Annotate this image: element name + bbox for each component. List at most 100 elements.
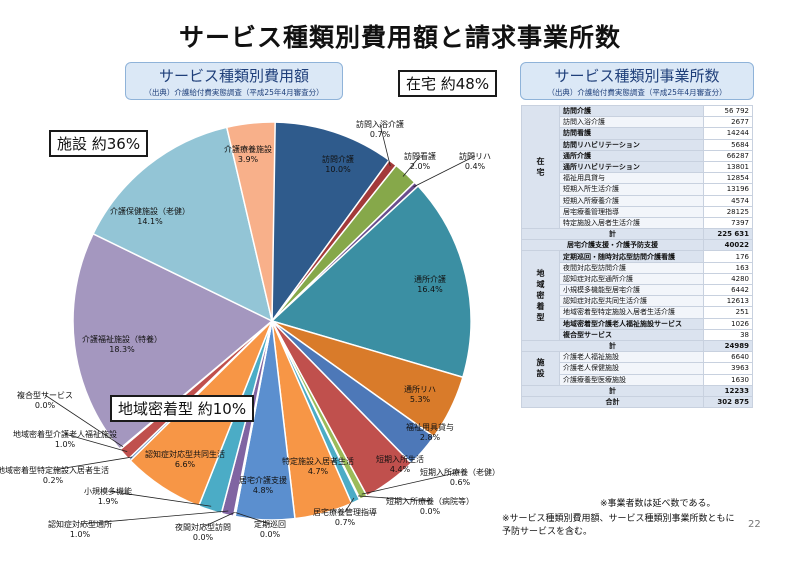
pie-label-7: 短期入所生活 4.4% xyxy=(376,455,424,475)
pie-leader-16 xyxy=(107,490,212,507)
pie-label-name: 介護療養施設 xyxy=(224,145,272,154)
table-value: 4574 xyxy=(703,194,753,207)
pie-label-value: 0.0% xyxy=(419,507,441,516)
pie-label-value: 5.3% xyxy=(409,395,431,404)
table-row: 在宅訪問介護 56 792 xyxy=(521,104,753,230)
table-subtotal-value: 12233 xyxy=(703,384,753,397)
pie-label-value: 6.6% xyxy=(174,460,196,469)
table-service-name: 小規模多機能型居宅介護 xyxy=(559,283,704,297)
pie-label-21: 介護福祉施設（特養） 18.3% xyxy=(82,335,162,355)
table-row: 小規模多機能型居宅介護 6442 xyxy=(522,283,753,297)
pie-label-9: 短期入所療養（病院等） 0.0% xyxy=(386,497,474,517)
table-group-char: 設 xyxy=(536,369,545,379)
pie-label-name: 地域密着型介護老人福祉施設 xyxy=(13,430,117,439)
pie-label-20: 複合型サービス 0.0% xyxy=(17,391,73,411)
table-row: 居宅介護支援・介護予防支援 40022 xyxy=(521,239,753,252)
table-service-name: 介護療養型医療施設 xyxy=(559,373,704,386)
pie-leader-2 xyxy=(402,155,421,177)
table-grand-total-value: 302 875 xyxy=(703,395,753,409)
pie-leader-14 xyxy=(202,512,235,528)
pie-leader-1 xyxy=(379,123,391,167)
page-title: サービス種類別費用額と請求事業所数 xyxy=(178,23,621,52)
pie-label-18: 地域密着型特定施設入居者生活 0.2% xyxy=(0,466,109,486)
pie-label-name: 訪問リハ xyxy=(459,152,491,161)
table-subtotal-value: 24989 xyxy=(703,339,753,353)
note-extended-count: ※事業者数は延べ数である。 xyxy=(600,499,716,509)
pie-leader-18 xyxy=(52,456,133,471)
table-value: 14244 xyxy=(703,127,753,140)
pie-label-value: 0.0% xyxy=(34,401,56,410)
pie-label-value: 2.8% xyxy=(419,433,441,442)
pie-leader-3 xyxy=(413,155,476,188)
table-group-char: 密 xyxy=(536,291,545,301)
callout-home: 在宅 約48% xyxy=(398,70,498,97)
pie-label-2: 訪問看護 2.0% xyxy=(404,152,436,172)
pie-label-12: 居宅介護支援 4.8% xyxy=(239,476,287,496)
table-value: 6442 xyxy=(703,283,753,297)
table-row: 通所介護 66287 xyxy=(522,149,753,162)
pie-label-11: 特定施設入居者生活 4.7% xyxy=(282,457,354,477)
pie-slice-4 xyxy=(270,184,472,379)
table-value: 13801 xyxy=(703,160,753,174)
table-subtotal-row: 計 12233 xyxy=(521,384,753,397)
note-prevention-line1: ※サービス種類別費用額、サービス種類別事業所数ともに xyxy=(502,514,735,524)
pie-label-value: 0.0% xyxy=(192,533,214,542)
table-value: 13196 xyxy=(703,183,753,196)
pie-label-name: 介護福祉施設（特養） xyxy=(82,335,162,344)
table-service-name: 通所介護 xyxy=(559,149,704,162)
table-row: 介護療養型医療施設 1630 xyxy=(522,373,753,386)
table-value: 38 xyxy=(703,328,753,341)
pie-slice-22 xyxy=(92,126,274,323)
right-header-box: サービス種類別事業所数 （出典）介護給付費実態調査（平成25年4月審査分） xyxy=(520,62,754,100)
table-row: 福祉用具貸与 12854 xyxy=(522,172,753,185)
pie-label-name: 夜間対応型訪問 xyxy=(175,523,231,532)
pie-label-1: 訪問入浴介護 0.7% xyxy=(356,120,404,140)
table-value: 176 xyxy=(703,250,753,263)
pie-label-value: 10.0% xyxy=(325,165,351,174)
table-group-char: 着 xyxy=(536,302,545,312)
table-value: 5684 xyxy=(703,138,753,151)
table-service-name: 訪問介護 xyxy=(559,104,704,118)
facility-count-table: 在宅訪問介護 56 792 訪問入浴介護 2677 訪問看護 14244 訪問リハビリテーシ… xyxy=(521,104,753,409)
pie-label-value: 0.7% xyxy=(334,518,356,527)
pie-label-value: 1.0% xyxy=(69,530,91,539)
callout-community: 地域密着型 約10% xyxy=(110,395,255,422)
table-service-name: 夜間対応型訪問介護 xyxy=(559,261,704,274)
table-grand-total-row: 合計 302 875 xyxy=(521,395,753,409)
table-service-name: 介護老人保健施設 xyxy=(559,362,704,375)
pie-label-value: 0.0% xyxy=(259,530,281,539)
note-prevention: ※サービス種類別費用額、サービス種類別事業所数ともに 予防サービスを含む。 xyxy=(502,513,735,539)
pie-leader-8 xyxy=(361,471,461,495)
pie-label-value: 0.2% xyxy=(42,476,64,485)
pie-label-value: 16.4% xyxy=(417,285,443,294)
table-grand-total-label: 合計 xyxy=(521,395,704,409)
table-group-label: 地域密着型 xyxy=(521,250,560,341)
table-service-name: 短期入所生活介護 xyxy=(559,183,704,196)
table-service-name: 福祉用具貸与 xyxy=(559,172,704,185)
table-value: 3963 xyxy=(703,362,753,375)
table-value: 40022 xyxy=(703,239,753,252)
table-service-name: 短期入所療養介護 xyxy=(559,194,704,207)
table-service-name: 複合型サービス xyxy=(559,328,704,341)
pie-label-8: 短期入所療養（老健） 0.6% xyxy=(420,468,500,488)
pie-leader-20 xyxy=(44,394,124,448)
pie-label-16: 小規模多機能 1.9% xyxy=(84,487,132,507)
right-header-title: サービス種類別事業所数 xyxy=(554,67,720,85)
pie-label-name: 訪問入浴介護 xyxy=(356,120,404,129)
pie-label-name: 認知症対応型共同生活 xyxy=(145,450,225,459)
pie-label-value: 0.6% xyxy=(449,478,471,487)
left-header-title: サービス種類別費用額 xyxy=(158,67,309,85)
pie-label-0: 訪問介護 10.0% xyxy=(322,155,354,175)
note-prevention-line2: 予防サービスを含む。 xyxy=(502,527,593,537)
pie-label-value: 2.0% xyxy=(409,162,431,171)
pie-label-name: 通所リハ xyxy=(404,385,436,394)
pie-label-name: 地域密着型特定施設入居者生活 xyxy=(0,466,109,475)
pie-leader-9 xyxy=(358,495,431,502)
page-number: 22 xyxy=(748,519,761,530)
table-subtotal-row: 計 225 631 xyxy=(521,228,753,241)
pie-label-name: 短期入所療養（病院等） xyxy=(386,497,474,506)
pie-label-19: 地域密着型介護老人福祉施設 1.0% xyxy=(13,430,117,450)
table-subtotal-label: 計 xyxy=(521,228,704,241)
table-service-name: 認知症対応型通所介護 xyxy=(559,272,704,286)
pie-label-name: 訪問看護 xyxy=(404,152,436,161)
